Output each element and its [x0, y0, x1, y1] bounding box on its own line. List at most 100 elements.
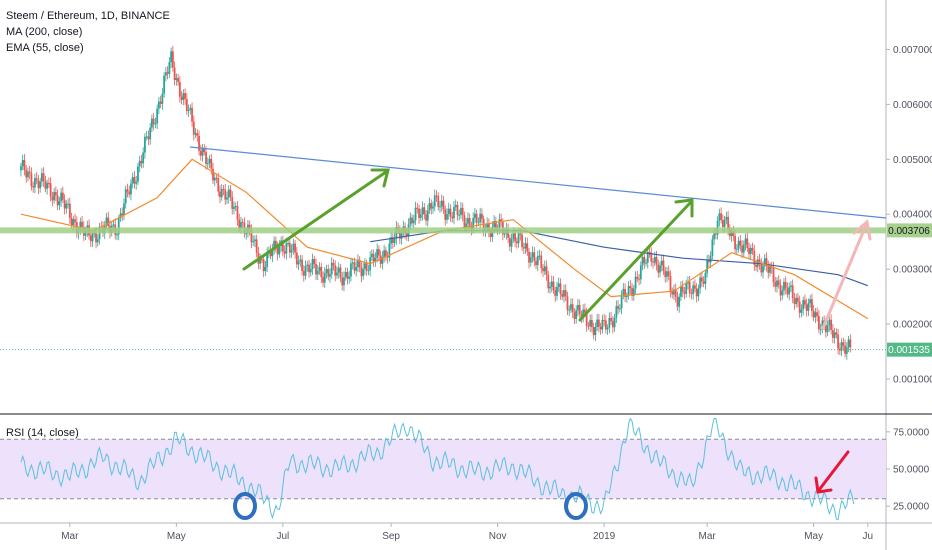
- candle-body: [571, 304, 574, 313]
- candle-body: [589, 320, 592, 327]
- last-price-tag: 0.001535: [887, 342, 932, 357]
- candle-body: [330, 262, 333, 275]
- red-arrow[interactable]: [814, 450, 850, 494]
- oversold-circle-2[interactable]: [564, 492, 588, 520]
- candle-body: [145, 136, 148, 138]
- candle-body: [184, 93, 186, 100]
- candle-body: [749, 247, 752, 254]
- candle-body: [432, 206, 434, 209]
- candle-body: [755, 264, 757, 267]
- candle-body: [475, 213, 478, 223]
- candle-body: [439, 206, 441, 208]
- candle-body: [681, 286, 684, 292]
- candle-body: [138, 160, 141, 167]
- candle-body: [327, 269, 330, 277]
- candle-body: [323, 272, 326, 283]
- candle-body: [611, 320, 614, 328]
- candle-body: [41, 173, 43, 182]
- chart-title[interactable]: Steem / Ethereum, 1D, BINANCE: [6, 10, 170, 22]
- candle-body: [629, 286, 632, 289]
- candle-body: [28, 171, 31, 174]
- candle-body: [430, 203, 433, 209]
- time-tick-label: Mar: [61, 531, 79, 542]
- candle-body: [624, 288, 626, 297]
- candle-body: [236, 206, 239, 220]
- time-tick-label: May: [167, 531, 186, 542]
- green-arrows: [242, 168, 694, 322]
- ma-indicator-label[interactable]: MA (200, close): [6, 26, 83, 38]
- candle-body: [554, 290, 557, 296]
- candle-body: [418, 208, 420, 218]
- candle-body: [615, 306, 618, 318]
- candle-body: [217, 178, 220, 192]
- candle-body: [287, 243, 289, 245]
- candle-body: [707, 260, 710, 263]
- candle-body: [531, 252, 534, 258]
- candle-body: [60, 192, 63, 202]
- candle-body: [498, 219, 501, 230]
- candle-body: [477, 222, 480, 224]
- ema-indicator-label[interactable]: EMA (55, close): [6, 42, 84, 54]
- candle-body: [791, 285, 794, 299]
- green-arrow-1[interactable]: [242, 170, 388, 271]
- candle-body: [522, 247, 525, 249]
- candle-body: [156, 108, 159, 124]
- candle-body: [481, 213, 483, 219]
- time-tick-label: Nov: [489, 531, 507, 542]
- candle-body: [350, 263, 352, 277]
- candle-body: [844, 345, 846, 354]
- candle-body: [702, 281, 705, 284]
- candle-body: [536, 255, 539, 266]
- candle-body: [51, 196, 54, 201]
- candle-body: [594, 327, 597, 336]
- candle-body: [559, 283, 562, 294]
- candle-body: [23, 159, 26, 170]
- candle-body: [826, 325, 829, 333]
- candle-body: [157, 101, 160, 109]
- candle-body: [662, 260, 665, 272]
- candle-body: [449, 208, 452, 217]
- green-arrow-2[interactable]: [578, 201, 692, 322]
- candle-body: [676, 296, 679, 307]
- candle-body: [706, 260, 709, 273]
- candle-body: [121, 213, 124, 216]
- candle-body: [592, 327, 595, 336]
- candle-body: [561, 293, 564, 297]
- rsi-indicator-label[interactable]: RSI (14, close): [6, 427, 79, 439]
- price-axis[interactable]: 0.007000 0.006000 0.005000 0.004000 0.003000…: [886, 45, 932, 386]
- candle-body: [821, 320, 824, 330]
- candle-body: [119, 213, 122, 219]
- candle-body: [461, 207, 464, 216]
- candle-body: [358, 259, 361, 268]
- candle-body: [166, 72, 169, 74]
- candle-body: [400, 233, 403, 239]
- candle-body: [603, 319, 606, 321]
- candle-body: [701, 277, 703, 282]
- candle-body: [613, 317, 616, 328]
- pink-arrow[interactable]: [821, 219, 872, 330]
- candle-body: [295, 252, 298, 265]
- price-tick-label: 0.002000: [893, 320, 932, 331]
- candle-body: [610, 317, 613, 321]
- candle-body: [332, 262, 335, 266]
- candle-body: [20, 166, 22, 171]
- descending-trendline[interactable]: [189, 146, 887, 219]
- candle-body: [575, 310, 578, 319]
- candle-body: [519, 233, 522, 235]
- candle-body: [252, 241, 255, 243]
- candle-body: [833, 332, 836, 338]
- candle-body: [383, 250, 386, 258]
- candle-body: [360, 267, 363, 277]
- candle-body: [416, 207, 419, 209]
- candle-body: [781, 290, 784, 296]
- candle-body: [704, 272, 707, 284]
- rsi-axis[interactable]: 75.0000 50.0000 25.0000: [886, 427, 930, 513]
- candle-body: [762, 265, 764, 273]
- candle-body: [390, 237, 393, 244]
- oversold-circle-1[interactable]: [233, 492, 257, 520]
- time-axis[interactable]: Mar May Jul Sep Nov 2019 Mar May Ju: [61, 523, 873, 542]
- candle-body: [133, 177, 136, 184]
- candle-body: [93, 232, 96, 234]
- candle-body: [124, 189, 127, 204]
